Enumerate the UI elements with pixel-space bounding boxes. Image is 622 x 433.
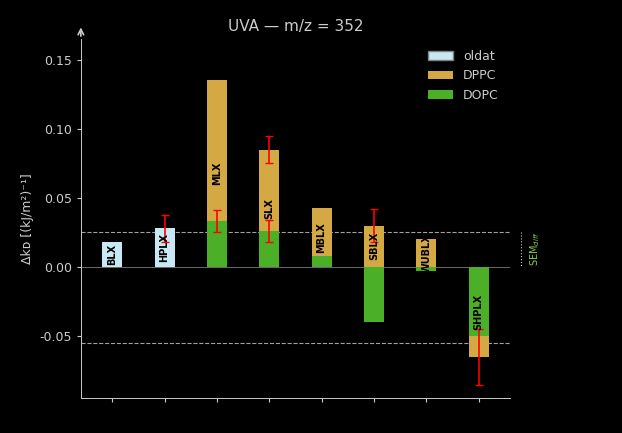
Bar (416, 239, 436, 267)
Bar (416, 267, 436, 271)
Text: SBLX: SBLX (369, 232, 379, 260)
Text: WUBLX: WUBLX (421, 233, 431, 273)
Text: MBLX: MBLX (317, 222, 327, 253)
Bar (259, 231, 279, 267)
Legend: oldat, DPPC, DOPC: oldat, DPPC, DOPC (423, 45, 504, 107)
Text: SHPLX: SHPLX (473, 294, 484, 330)
Bar (102, 242, 122, 267)
Bar (364, 267, 384, 322)
Y-axis label: Δkᴅ [(kJ/m²)⁻¹]: Δkᴅ [(kJ/m²)⁻¹] (21, 173, 34, 264)
Bar (312, 256, 332, 267)
Bar (207, 81, 227, 267)
Text: SEM$_{diff}$: SEM$_{diff}$ (529, 232, 542, 266)
Bar (312, 207, 332, 267)
Bar (469, 267, 489, 336)
Bar (259, 149, 279, 267)
Bar (155, 228, 175, 267)
Bar (207, 221, 227, 267)
Bar (469, 267, 489, 357)
Text: HPLX: HPLX (160, 233, 170, 262)
Title: UVA — m/z = 352: UVA — m/z = 352 (228, 19, 363, 34)
Text: BLX: BLX (107, 244, 118, 265)
Text: SLX: SLX (264, 198, 274, 219)
Bar (364, 226, 384, 267)
Text: MLX: MLX (212, 162, 222, 185)
